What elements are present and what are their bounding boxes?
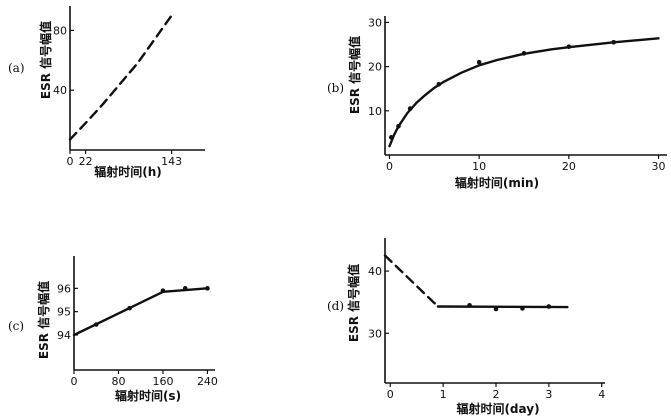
panel-d-xlabel: 辐射时间(day) — [456, 401, 539, 416]
panel-b-ylabel: ESR 信号幅值 — [347, 36, 362, 114]
panel-a-plot: 0 22 143 40 80 — [53, 6, 205, 168]
data-point — [566, 44, 572, 50]
y-tick-label: 30 — [368, 16, 382, 29]
y-tick-label: 94 — [57, 329, 71, 342]
data-point — [93, 322, 99, 327]
x-tick-label: 160 — [152, 375, 173, 388]
x-tick-label: 30 — [652, 160, 666, 173]
panel-a-ylabel: ESR 信号幅值 — [38, 21, 53, 99]
x-tick-label: 22 — [79, 155, 93, 168]
data-point — [521, 51, 527, 56]
data-point — [467, 302, 472, 308]
panel-c: (c) ESR 信号幅值 辐射时间(s) 0 80 160 240 94 95 96 — [8, 256, 218, 403]
dashed-series-line — [383, 254, 440, 308]
panel-d-plot: 0 1 2 3 4 30 40 — [368, 238, 605, 401]
panel-d: (d) ESR 信号幅值 辐射时间(day) 0 1 2 3 4 30 40 — [327, 238, 605, 416]
x-tick-label: 0 — [386, 160, 393, 173]
y-tick-label: 40 — [368, 265, 382, 278]
x-tick-label: 4 — [598, 388, 605, 401]
x-tick-label: 3 — [545, 388, 552, 401]
series-line — [72, 287, 209, 337]
series-line — [436, 305, 569, 309]
panel-c-plot: 0 80 160 240 94 95 96 — [57, 256, 218, 388]
data-point — [388, 135, 394, 140]
panel-c-xlabel: 辐射时间(s) — [115, 388, 181, 403]
data-point — [396, 123, 401, 129]
y-tick-label: 40 — [53, 84, 67, 97]
x-tick-label: 143 — [161, 155, 182, 168]
panel-b-plot: 0 10 20 30 10 20 30 — [368, 16, 667, 173]
data-point — [611, 40, 616, 45]
y-tick-label: 30 — [368, 327, 382, 340]
panel-a: (a) ESR 信号幅值 辐射时间(h) 0 22 143 40 80 — [8, 6, 205, 179]
data-point — [127, 305, 132, 311]
data-point — [520, 306, 525, 311]
data-point — [160, 288, 166, 293]
x-tick-label: 0 — [67, 155, 74, 168]
data-point — [493, 306, 499, 312]
panel-d-label: (d) — [327, 299, 344, 313]
data-point — [436, 81, 442, 87]
series-line — [388, 37, 660, 148]
panel-b-label: (b) — [327, 81, 344, 95]
x-tick-label: 1 — [440, 388, 447, 401]
panel-c-label: (c) — [8, 319, 24, 333]
data-point — [205, 286, 210, 291]
y-tick-label: 95 — [57, 306, 71, 319]
data-point — [476, 59, 482, 65]
x-tick-label: 240 — [197, 375, 218, 388]
panel-c-ylabel: ESR 信号幅值 — [36, 281, 51, 359]
y-tick-label: 80 — [53, 24, 67, 37]
panel-b: (b) ESR 信号幅值 辐射时间(min) 0 10 20 30 10 20 30 — [327, 16, 667, 190]
y-tick-label: 96 — [57, 282, 71, 295]
x-tick-label: 2 — [493, 388, 500, 401]
data-point — [546, 304, 552, 309]
x-tick-label: 20 — [562, 160, 576, 173]
panel-a-label: (a) — [8, 61, 25, 75]
panel-a-xlabel: 辐射时间(h) — [94, 164, 162, 179]
y-tick-label: 20 — [368, 61, 382, 74]
y-tick-label: 10 — [368, 105, 382, 118]
x-tick-label: 10 — [472, 160, 486, 173]
x-tick-label: 0 — [71, 375, 78, 388]
panel-d-ylabel: ESR 信号幅值 — [346, 264, 361, 342]
x-tick-label: 80 — [111, 375, 125, 388]
data-point — [182, 286, 188, 291]
dashed-series-line — [68, 14, 173, 141]
x-tick-label: 0 — [387, 388, 394, 401]
panel-b-xlabel: 辐射时间(min) — [455, 175, 539, 190]
data-point — [407, 106, 413, 111]
